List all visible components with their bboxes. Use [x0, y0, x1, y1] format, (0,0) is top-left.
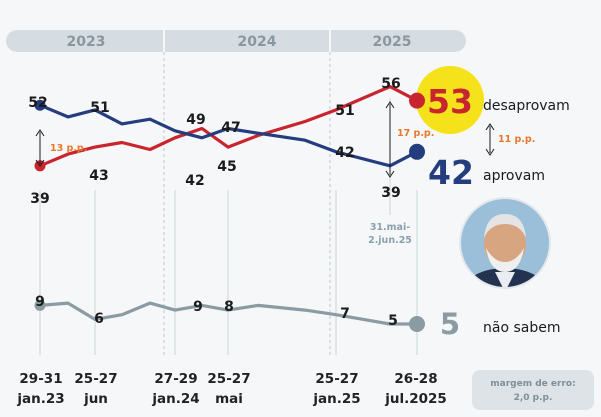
nao-sabem-label-2: 9: [193, 299, 203, 315]
year-label-2025: 2025: [373, 34, 412, 50]
gap-arrowhead-final-bottom: [485, 148, 495, 156]
desaprovam-label-4: 51: [335, 103, 354, 119]
reference-lines: [39, 52, 418, 355]
year-band: 2023 2024 2025: [6, 30, 466, 52]
aprovam-label-5: 39: [381, 185, 400, 201]
aprovam-start-point: [34, 99, 46, 111]
gap-annotation-peak: 17 p.p.: [385, 101, 434, 178]
series-endpoints: [409, 92, 425, 332]
desaprovam-line: [38, 84, 419, 168]
highlight-circle: [416, 66, 484, 134]
year-label-2024: 2024: [238, 34, 277, 50]
aprovam-label-1: 51: [90, 100, 109, 116]
x-label-1-top: 25-27: [74, 371, 117, 387]
nao-sabem-label-5: 5: [388, 313, 398, 329]
aprovam-labels: 52 51 49 45 42 39: [28, 95, 400, 201]
desaprovam-labels: 39 43 42 47 51 56: [30, 76, 400, 207]
series-name-aprovam: aprovam: [483, 168, 545, 184]
x-label-2-top: 27-29: [154, 371, 197, 387]
desaprovam-label-2: 42: [185, 173, 204, 189]
portrait-shirt: [495, 272, 515, 288]
x-label-5-bottom: jul.2025: [384, 391, 447, 407]
series-nao-sabem: [34, 299, 419, 326]
x-axis-labels: 29-31 jan.23 25-27 jun 27-29 jan.24 25-2…: [16, 371, 446, 407]
gap-arrowhead-start-bottom: [35, 159, 45, 167]
x-label-3-bottom: mai: [215, 391, 243, 407]
desaprovam-label-1: 43: [89, 168, 108, 184]
gap-arrowhead-peak-top: [385, 101, 395, 109]
final-value-desaprovam: 53: [427, 82, 473, 121]
desaprovam-end-point: [409, 92, 425, 109]
nao-sabem-label-1: 6: [94, 311, 104, 327]
x-label-0-top: 29-31: [19, 371, 62, 387]
desaprovam-label-5: 56: [381, 76, 400, 92]
nao-sabem-labels: 9 6 9 8 7 5: [35, 294, 398, 329]
x-label-4-top: 25-27: [315, 371, 358, 387]
aprovam-label-3: 45: [217, 159, 236, 175]
gap-arrowhead-start-top: [35, 129, 45, 137]
series-aprovam: [34, 99, 419, 168]
nao-sabem-label-0: 9: [35, 294, 45, 310]
gap-annotation-start: 13 p.p.: [35, 129, 87, 167]
aprovam-line: [38, 103, 419, 168]
final-value-nao-sabem: 5: [440, 307, 460, 341]
aprovam-label-2: 49: [186, 112, 205, 128]
gap-arrowhead-final-top: [485, 123, 495, 131]
series-name-desaprovam: desaprovam: [483, 98, 570, 114]
x-label-2-bottom: jan.24: [151, 391, 199, 407]
desaprovam-label-3: 47: [221, 120, 240, 136]
gap-label-peak: 17 p.p.: [397, 128, 434, 139]
margin-value: 2,0 p.p.: [514, 393, 553, 403]
nao-sabem-line: [38, 301, 419, 326]
x-label-1-bottom: jun: [83, 391, 108, 407]
nao-sabem-end-point: [409, 316, 425, 332]
margin-box-background: [472, 370, 594, 410]
desaprovam-label-0: 39: [30, 191, 49, 207]
year-label-2023: 2023: [67, 34, 106, 50]
peak-date-line1: 31.mai-: [370, 222, 410, 233]
peak-date-line2: 2.jun.25: [368, 235, 412, 246]
margin-label: margem de erro:: [490, 379, 575, 389]
aprovam-label-0: 52: [28, 95, 47, 111]
aprovam-label-4: 42: [335, 145, 354, 161]
gap-label-start: 13 p.p.: [50, 143, 87, 154]
x-label-4-bottom: jan.25: [312, 391, 360, 407]
portrait-hair: [484, 214, 526, 238]
gap-annotation-final: 11 p.p.: [485, 123, 535, 156]
x-label-5-top: 26-28: [394, 371, 437, 387]
portrait-ring: [459, 197, 551, 289]
x-label-3-top: 25-27: [207, 371, 250, 387]
margin-of-error-box: margem de erro: 2,0 p.p.: [472, 370, 594, 410]
final-value-aprovam: 42: [428, 153, 474, 192]
aprovam-end-point: [409, 143, 425, 160]
nao-sabem-label-4: 7: [340, 306, 350, 322]
series-name-nao-sabem: não sabem: [483, 320, 560, 336]
nao-sabem-label-3: 8: [224, 299, 234, 315]
year-band-background: [6, 30, 466, 52]
portrait-beard: [486, 248, 524, 272]
portrait-face: [484, 217, 526, 269]
gap-arrowhead-peak-bottom: [385, 170, 395, 178]
nao-sabem-start-point: [34, 299, 46, 311]
gap-label-final: 11 p.p.: [498, 134, 535, 145]
x-label-0-bottom: jan.23: [16, 391, 64, 407]
